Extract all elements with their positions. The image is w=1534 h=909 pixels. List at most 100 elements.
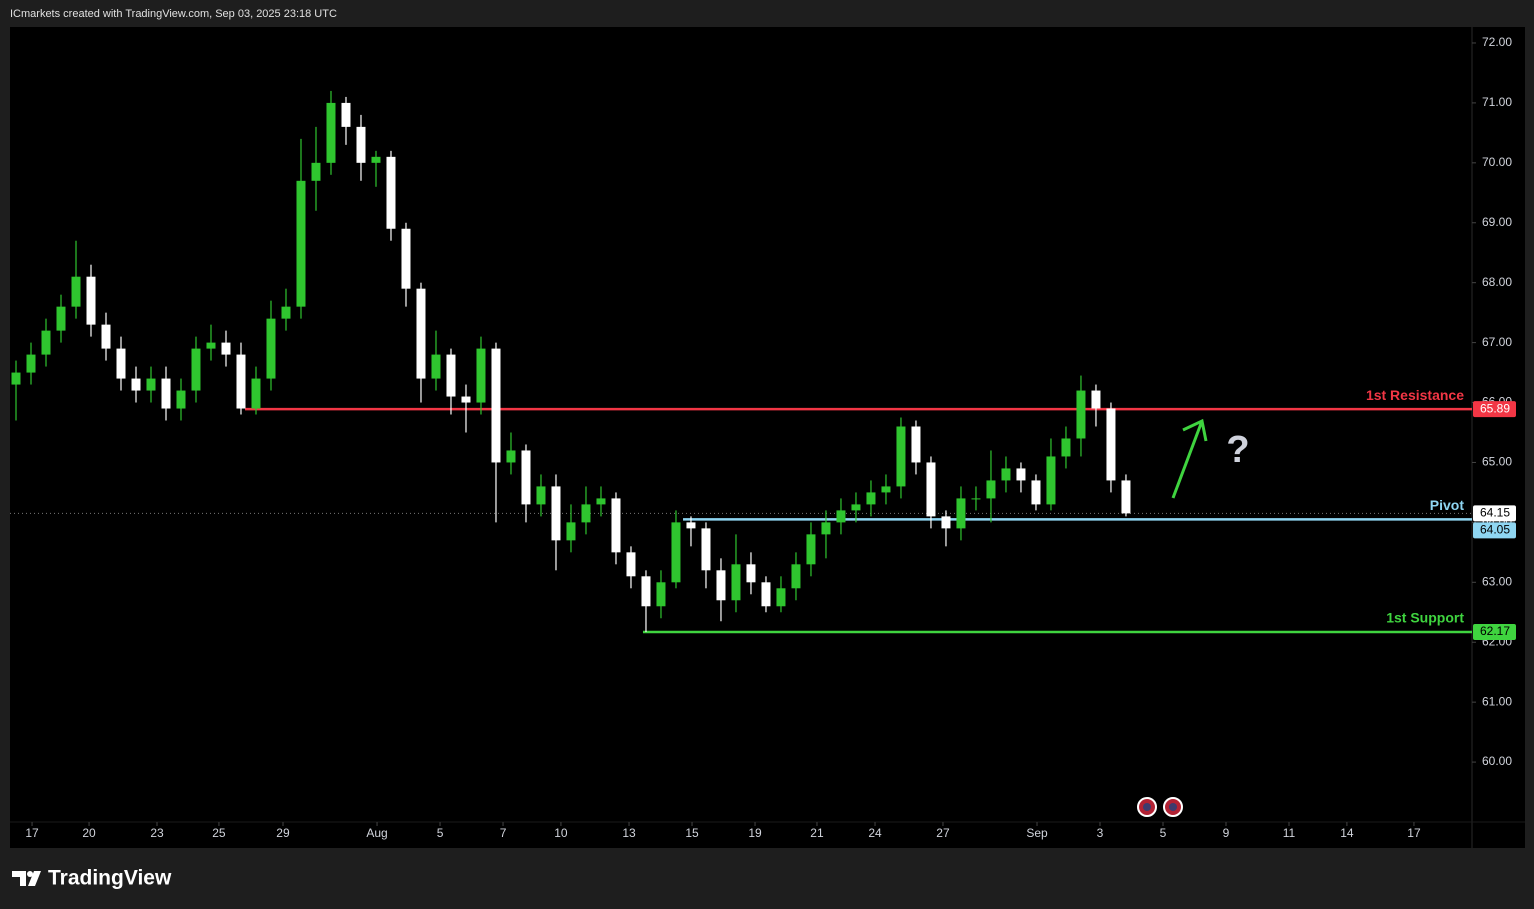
y-tick-label: 69.00: [1482, 215, 1512, 229]
candle-body: [461, 396, 471, 403]
candle-body: [266, 318, 276, 379]
price-tag: [1473, 624, 1516, 641]
candle-body: [116, 348, 126, 379]
candle-body: [131, 378, 141, 391]
candle-body: [431, 354, 441, 379]
candle-body: [686, 522, 696, 529]
y-tick-label: 68.00: [1482, 275, 1512, 289]
candle-body: [161, 378, 171, 409]
x-tick-label: 25: [212, 826, 226, 840]
level-label: 1st Support: [1386, 610, 1464, 626]
candle-body: [356, 126, 366, 163]
y-tick-label: 70.00: [1482, 155, 1512, 169]
candle-body: [476, 348, 486, 403]
candle-body: [716, 570, 726, 601]
y-tick-label: 65.00: [1482, 455, 1512, 469]
candle-body: [1016, 468, 1026, 481]
x-tick-label: Sep: [1026, 826, 1048, 840]
candle-body: [206, 342, 216, 349]
brand-name: TradingView: [48, 867, 172, 890]
candle-body: [896, 426, 906, 487]
x-tick-label: 20: [82, 826, 96, 840]
y-tick-label: 60.00: [1482, 754, 1512, 768]
candle-body: [791, 564, 801, 589]
axes: 72.0071.0070.0069.0068.0067.0066.0065.00…: [25, 35, 1512, 840]
x-tick-label: 7: [500, 826, 507, 840]
candle-body: [401, 228, 411, 289]
x-tick-label: 27: [936, 826, 950, 840]
x-tick-label: 14: [1340, 826, 1354, 840]
logo-dot: [27, 871, 33, 877]
candles: [11, 90, 1131, 633]
x-tick-label: 19: [748, 826, 762, 840]
candle-body: [776, 588, 786, 607]
event-icon-detail: [1169, 803, 1177, 811]
event-icons: [1137, 797, 1183, 817]
candle-body: [41, 330, 51, 355]
candle-body: [536, 486, 546, 505]
candle-body: [986, 480, 996, 499]
candle-body: [86, 276, 96, 325]
candle-body: [101, 324, 111, 349]
candle-body: [416, 288, 426, 379]
logo: [12, 871, 41, 886]
candle-body: [641, 576, 651, 607]
candle-body: [596, 498, 606, 505]
header-text: ICmarkets created with TradingView.com, …: [10, 8, 337, 20]
candle-body: [821, 522, 831, 535]
candle-body: [701, 528, 711, 571]
price-tag: [1473, 401, 1516, 418]
candle-body: [731, 564, 741, 601]
x-tick-label: 15: [685, 826, 699, 840]
logo-icon: [12, 871, 41, 886]
price-tag-label: 62.17: [1480, 624, 1510, 638]
candle-body: [881, 486, 891, 493]
x-tick-label: 3: [1097, 826, 1104, 840]
candle-body: [491, 348, 501, 463]
last-price-label: 64.15: [1480, 506, 1510, 520]
chart-panel: [10, 27, 1525, 848]
candle-body: [971, 498, 981, 500]
candle-body: [71, 276, 81, 307]
arrow-annotation: [1171, 418, 1208, 499]
candle-body: [566, 522, 576, 541]
candle-body: [311, 162, 321, 181]
candle-body: [521, 450, 531, 505]
x-tick-label: 5: [437, 826, 444, 840]
arrow-shaft: [1171, 420, 1204, 499]
price-tags: 65.89 64.05 62.17 64.15: [1473, 401, 1516, 641]
candle-body: [746, 564, 756, 583]
event-icon-detail: [1143, 803, 1151, 811]
candle-body: [911, 426, 921, 463]
candle-body: [851, 504, 861, 511]
x-tick-label: 5: [1160, 826, 1167, 840]
candle-body: [56, 306, 66, 331]
y-tick-label: 67.00: [1482, 335, 1512, 349]
candle-body: [221, 342, 231, 355]
candle-body: [176, 390, 186, 409]
candle-body: [611, 498, 621, 553]
candle-body: [326, 102, 336, 163]
y-tick-label: 63.00: [1482, 574, 1512, 588]
candle-body: [146, 378, 156, 391]
candle-body: [1046, 456, 1056, 505]
x-tick-label: Aug: [366, 826, 387, 840]
candle-body: [446, 354, 456, 397]
y-tick-label: 61.00: [1482, 694, 1512, 708]
x-tick-label: 10: [554, 826, 568, 840]
candle-body: [836, 510, 846, 523]
candle-body: [1076, 390, 1086, 439]
question-mark: ?: [1226, 429, 1249, 471]
candle-body: [1106, 408, 1116, 481]
candle-body: [386, 156, 396, 229]
x-tick-label: 23: [150, 826, 164, 840]
x-tick-label: 17: [25, 826, 39, 840]
y-tick-label: 72.00: [1482, 35, 1512, 49]
x-tick-label: 21: [810, 826, 824, 840]
candle-body: [1031, 480, 1041, 505]
x-tick-label: 17: [1407, 826, 1421, 840]
candle-body: [371, 156, 381, 163]
price-tag-label: 64.05: [1480, 523, 1510, 537]
x-tick-label: 29: [276, 826, 290, 840]
